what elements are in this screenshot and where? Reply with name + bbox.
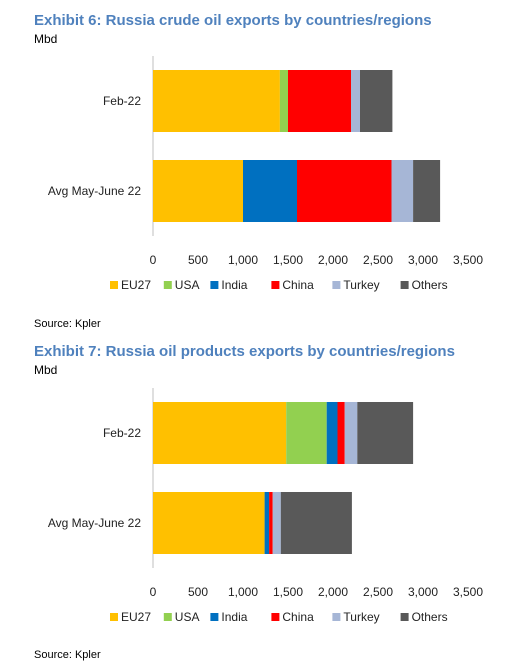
legend-swatch-turkey	[332, 281, 341, 289]
bar-india-feb-22	[326, 402, 338, 464]
x-tick-label: 0	[150, 585, 157, 599]
legend-swatch-usa	[163, 613, 172, 621]
x-tick-label: 0	[150, 253, 157, 267]
exhibit-7: Exhibit 7: Russia oil products exports b…	[0, 335, 532, 672]
legend-label-eu27: EU27	[121, 278, 151, 292]
legend-label-turkey: Turkey	[343, 610, 379, 624]
legend-label-usa: USA	[175, 278, 200, 292]
chart-unit: Mbd	[34, 32, 58, 46]
x-tick-label: 3,500	[453, 253, 483, 267]
legend-label-turkey: Turkey	[343, 278, 379, 292]
bar-others-may-june-22	[280, 492, 352, 554]
bar-turkey-may-june-22	[272, 492, 281, 554]
legend-label-others: Others	[412, 278, 448, 292]
chart-title: Exhibit 6: Russia crude oil exports by c…	[34, 12, 432, 29]
legend-label-india: India	[221, 610, 247, 624]
x-tick-label: 3,000	[408, 253, 438, 267]
category-label: Avg May-June 22	[48, 516, 141, 530]
bar-others-may-june-22	[413, 160, 441, 222]
legend-label-others: Others	[412, 610, 448, 624]
bar-china-may-june-22	[269, 492, 273, 554]
legend-swatch-turkey	[332, 613, 341, 621]
legend-swatch-india	[210, 281, 219, 289]
legend-swatch-eu27	[110, 613, 118, 621]
bar-india-may-june-22	[264, 492, 270, 554]
chart-exhibit-7: Feb-22 Avg May-June 22 0 500 1,000 1,500 2,000…	[48, 388, 483, 624]
legend-label-china: China	[282, 278, 314, 292]
bar-china-feb-22	[337, 402, 345, 464]
x-tick-label: 3,500	[453, 585, 483, 599]
chart-source: Source: Kpler	[34, 649, 101, 661]
x-tick-label: 1,500	[273, 585, 303, 599]
legend-label-usa: USA	[175, 610, 200, 624]
legend-swatch-china	[271, 613, 280, 621]
chart-exhibit-6: Feb-22 Avg May-June 22 0 500 1,000 1,500 2,000…	[48, 56, 483, 292]
legend-swatch-others	[400, 281, 409, 289]
chart-title: Exhibit 7: Russia oil products exports b…	[34, 343, 455, 360]
x-tick-label: 2,000	[318, 253, 348, 267]
bar-china-feb-22	[288, 70, 351, 132]
bar-eu27-may-june-22	[153, 160, 243, 222]
bar-eu27-may-june-22	[153, 492, 265, 554]
legend-swatch-india	[210, 613, 219, 621]
x-tick-label: 2,500	[363, 585, 393, 599]
legend-swatch-eu27	[110, 281, 118, 289]
bar-turkey-feb-22	[351, 70, 360, 132]
chart-unit: Mbd	[34, 363, 58, 377]
legend-swatch-usa	[163, 281, 172, 289]
category-label: Feb-22	[103, 426, 141, 440]
bar-others-feb-22	[357, 402, 414, 464]
x-tick-label: 1,500	[273, 253, 303, 267]
bar-india-may-june-22	[243, 160, 297, 222]
bar-usa-feb-22	[279, 70, 288, 132]
bar-usa-feb-22	[286, 402, 327, 464]
x-tick-label: 2,500	[363, 253, 393, 267]
category-label: Feb-22	[103, 94, 141, 108]
category-label: Avg May-June 22	[48, 184, 141, 198]
bar-eu27-feb-22	[153, 402, 287, 464]
x-tick-label: 1,000	[228, 585, 258, 599]
legend-label-china: China	[282, 610, 314, 624]
bar-eu27-feb-22	[153, 70, 280, 132]
legend-swatch-others	[400, 613, 409, 621]
legend-label-india: India	[221, 278, 247, 292]
legend-swatch-china	[271, 281, 280, 289]
bar-china-may-june-22	[297, 160, 392, 222]
x-tick-label: 2,000	[318, 585, 348, 599]
exhibit-6: Exhibit 6: Russia crude oil exports by c…	[0, 0, 532, 335]
bar-turkey-feb-22	[344, 402, 358, 464]
chart-source: Source: Kpler	[34, 318, 101, 330]
legend-label-eu27: EU27	[121, 610, 151, 624]
x-tick-label: 1,000	[228, 253, 258, 267]
x-tick-label: 500	[188, 253, 208, 267]
x-tick-label: 500	[188, 585, 208, 599]
x-tick-label: 3,000	[408, 585, 438, 599]
bar-turkey-may-june-22	[391, 160, 414, 222]
bar-others-feb-22	[360, 70, 393, 132]
